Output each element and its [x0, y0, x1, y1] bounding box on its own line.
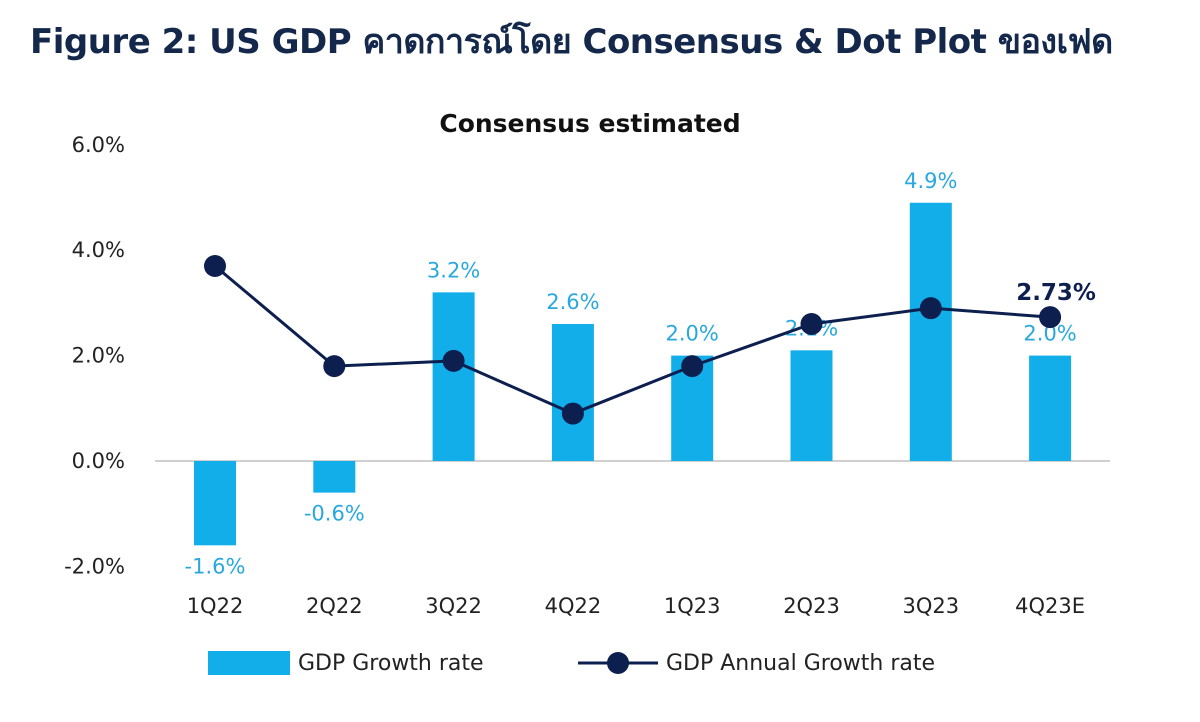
- bar-4Q22: [551, 323, 594, 461]
- bar-3Q23: [909, 202, 952, 461]
- bar-data-label: 3.2%: [427, 258, 480, 282]
- line-series-gdp-annual: [214, 264, 1051, 416]
- legend-label-bar: GDP Growth rate: [298, 651, 484, 676]
- line-point-1Q23: [681, 355, 704, 378]
- x-tick-label: 3Q22: [425, 594, 482, 618]
- line-point-4Q22: [561, 402, 584, 425]
- bar-2Q22: [313, 461, 356, 493]
- x-tick-label: 4Q23E: [1015, 594, 1085, 618]
- line-point-4Q23E: [1039, 306, 1062, 329]
- line-point-1Q22: [204, 255, 226, 278]
- bar-1Q22: [194, 461, 236, 546]
- y-tick-label: 6.0%: [72, 133, 125, 157]
- line-data-label: 2.73%: [1016, 280, 1096, 306]
- x-tick-label: 3Q23: [902, 594, 959, 618]
- y-tick-label: 2.0%: [72, 344, 125, 368]
- bar-data-label: -1.6%: [185, 554, 246, 578]
- x-tick-label: 1Q23: [664, 594, 721, 618]
- line-point-3Q22: [442, 349, 465, 372]
- bar-data-label: 2.0%: [666, 322, 719, 346]
- bar-data-label: 2.6%: [546, 290, 599, 314]
- legend-swatch-marker: [607, 652, 629, 674]
- bar-data-label: -0.6%: [304, 502, 365, 526]
- x-tick-label: 2Q22: [306, 594, 363, 618]
- legend-label-line: GDP Annual Growth rate: [666, 651, 935, 676]
- line-point-2Q23: [800, 312, 823, 335]
- legend-swatch-bar: [208, 651, 290, 675]
- line-point-2Q22: [323, 355, 346, 378]
- bar-4Q23E: [1029, 355, 1072, 461]
- line-point-3Q23: [919, 297, 942, 320]
- bar-2Q23: [790, 350, 833, 461]
- y-tick-label: -2.0%: [64, 554, 125, 578]
- y-tick-label: 4.0%: [72, 238, 125, 262]
- x-tick-label: 2Q23: [783, 594, 840, 618]
- y-tick-label: 0.0%: [72, 449, 125, 473]
- figure-title: Figure 2: US GDP คาดการณ์โดย Consensus &…: [30, 22, 1113, 62]
- chart-title: Consensus estimated: [439, 109, 740, 138]
- x-tick-label: 4Q22: [545, 594, 602, 618]
- bar-data-label: 4.9%: [904, 169, 957, 193]
- x-tick-label: 1Q22: [187, 594, 244, 618]
- bar-3Q22: [432, 292, 475, 461]
